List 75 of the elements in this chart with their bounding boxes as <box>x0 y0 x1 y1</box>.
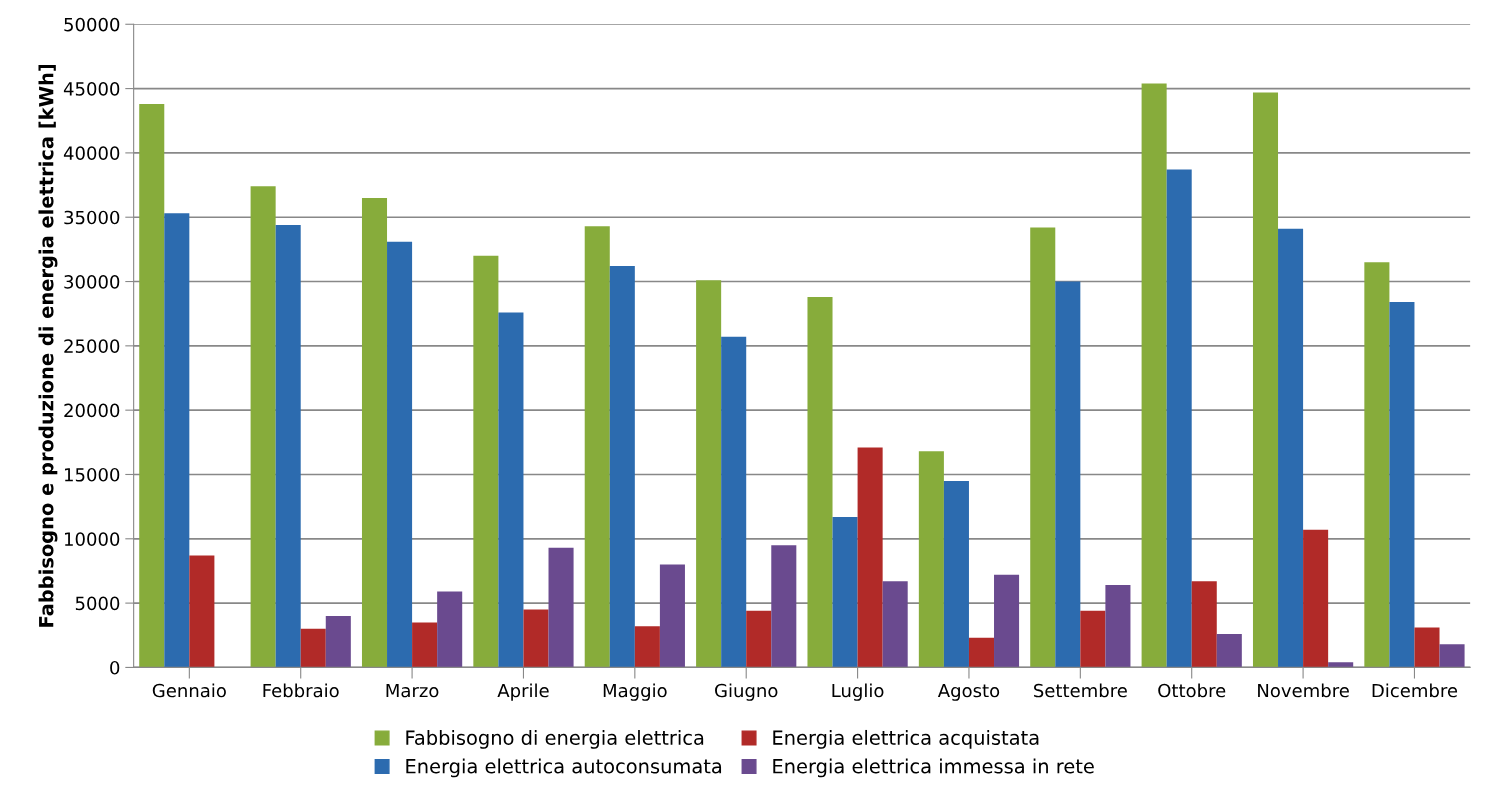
x-tick-label: Novembre <box>1258 683 1349 698</box>
y-tick-label: 0 <box>110 660 120 675</box>
bar <box>1278 228 1304 668</box>
bar <box>473 255 499 668</box>
x-tick-label: Marzo <box>386 683 439 698</box>
bar <box>548 547 574 668</box>
bar <box>437 591 463 668</box>
x-tick-label: Luglio <box>832 683 884 701</box>
x-tick-label: Febbraio <box>263 683 339 698</box>
legend-label: Energia elettrica immessa in rete <box>773 758 1094 778</box>
x-tick-label: Aprile <box>497 683 549 701</box>
bar <box>634 626 660 668</box>
bar <box>1216 633 1242 668</box>
x-tick-label: Dicembre <box>1372 683 1458 698</box>
bar <box>325 615 351 668</box>
bar <box>250 186 276 668</box>
bar <box>968 637 995 668</box>
bar <box>300 628 326 668</box>
bar <box>498 312 524 668</box>
bar <box>275 224 301 668</box>
bar <box>1414 627 1440 668</box>
bar <box>139 104 165 668</box>
bar <box>1030 227 1056 668</box>
bar <box>721 336 747 668</box>
bar <box>412 622 438 668</box>
bar <box>1166 169 1192 668</box>
x-tick-label: Giugno <box>715 683 778 701</box>
legend-label: Energia elettrica acquistata <box>773 729 1039 749</box>
y-tick-label: 10000 <box>65 532 120 546</box>
bar <box>857 447 883 668</box>
x-tick-label: Ottobre <box>1158 683 1226 698</box>
x-tick-label: Gennaio <box>152 683 226 698</box>
y-tick-label: 45000 <box>63 82 120 96</box>
bar <box>807 296 833 668</box>
x-tick-label: Maggio <box>603 683 667 701</box>
bar <box>1439 644 1465 668</box>
bar <box>1328 662 1354 668</box>
y-tick-label: 40000 <box>63 146 120 161</box>
x-tick-label: Agosto <box>937 683 1000 701</box>
bar <box>189 555 215 668</box>
bar <box>943 480 969 668</box>
y-tick-label: 5000 <box>75 596 120 611</box>
bar <box>584 226 610 668</box>
bar <box>659 564 685 668</box>
bar <box>771 545 797 668</box>
bar <box>609 266 635 668</box>
bar <box>523 609 549 668</box>
bar <box>832 516 858 668</box>
bar <box>361 197 388 668</box>
bar <box>746 610 772 668</box>
bar <box>1303 529 1329 668</box>
bar <box>1389 302 1415 668</box>
legend-label: Fabbisogno di energia elettrica <box>406 729 704 749</box>
y-tick-label: 25000 <box>64 339 120 353</box>
y-tick-label: 20000 <box>64 403 120 418</box>
bar <box>994 574 1020 668</box>
bar <box>1364 262 1390 668</box>
bar <box>918 451 944 668</box>
y-tick-label: 35000 <box>64 210 120 225</box>
bar <box>1252 92 1279 668</box>
y-axis-title: Fabbisogno e produzione di energia elettrica [kWh] <box>38 64 58 627</box>
bar <box>1105 585 1131 668</box>
legend-label: Energia elettrica autoconsumata <box>406 758 722 778</box>
bar <box>164 213 190 668</box>
x-tick-label: Settembre <box>1034 683 1127 698</box>
bar <box>1055 281 1081 668</box>
y-tick-label: 50000 <box>64 17 120 32</box>
y-tick-label: 30000 <box>64 274 120 289</box>
bar <box>387 241 413 668</box>
bar <box>1141 83 1167 668</box>
y-tick-label: 15000 <box>65 467 120 482</box>
bar <box>882 581 908 668</box>
bar <box>1191 581 1217 668</box>
bar <box>696 280 722 668</box>
bar <box>1080 610 1106 668</box>
